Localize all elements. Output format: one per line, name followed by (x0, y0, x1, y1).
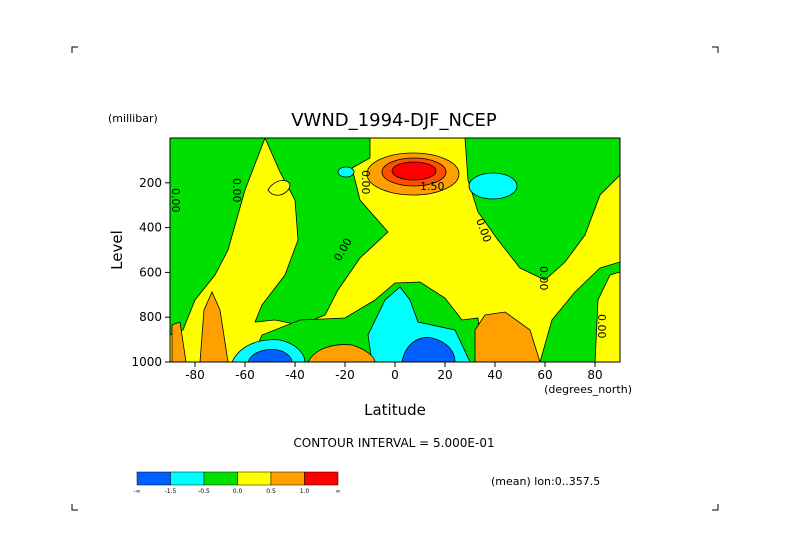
y-tick-label: 200 (139, 176, 162, 190)
colorbar-label: 0.5 (266, 488, 276, 495)
x-tick-label: 20 (437, 368, 452, 382)
colorbar-label: -0.5 (198, 488, 210, 495)
note: (mean) lon:0..357.5 (491, 475, 600, 488)
colorbar-swatch (304, 471, 339, 486)
x-tick-label: -40 (285, 368, 305, 382)
contour-label: 0.00 (230, 178, 243, 203)
x-tick-label: 80 (587, 368, 602, 382)
colorbar-swatch (270, 471, 305, 486)
corner-marks (71, 46, 719, 511)
colorbar-swatch (136, 471, 171, 486)
contour-label: 1.50 (420, 180, 445, 193)
chart-title: VWND_1994-DJF_NCEP (291, 110, 497, 131)
colorbar-swatch (170, 471, 205, 486)
x-units: (degrees_north) (544, 383, 632, 396)
contour-label: 0.00 (359, 170, 372, 195)
contour-label: 0.00 (169, 188, 182, 213)
y-units: (millibar) (108, 112, 158, 125)
y-tick-label: 400 (139, 221, 162, 235)
y-tick-label: 600 (139, 265, 162, 279)
colorbar-label: -1.5 (165, 488, 177, 495)
contour-label: 0.00 (595, 314, 608, 339)
contour-fill (170, 138, 620, 362)
colorbar-label: 0.0 (233, 488, 243, 495)
x-tick-label: 60 (537, 368, 552, 382)
colorbar-label: ∞ (336, 488, 341, 495)
colorbar-label: 1.0 (300, 488, 310, 495)
x-tick-label: -60 (235, 368, 255, 382)
x-tick-label: -20 (335, 368, 355, 382)
y-tick-label: 800 (139, 310, 162, 324)
colorbar-swatch (237, 471, 272, 486)
x-axis-label: Latitude (364, 401, 426, 419)
y-tick-label: 1000 (131, 355, 162, 369)
x-tick-label: -80 (185, 368, 205, 382)
colorbar-label: -∞ (133, 488, 140, 495)
x-tick-label: 0 (391, 368, 399, 382)
y-axis-label: Level (108, 230, 126, 270)
contour-label: 0.00 (537, 266, 550, 291)
colorbar-swatch (203, 471, 238, 486)
footer: CONTOUR INTERVAL = 5.000E-01 (293, 436, 494, 450)
x-tick-label: 40 (487, 368, 502, 382)
